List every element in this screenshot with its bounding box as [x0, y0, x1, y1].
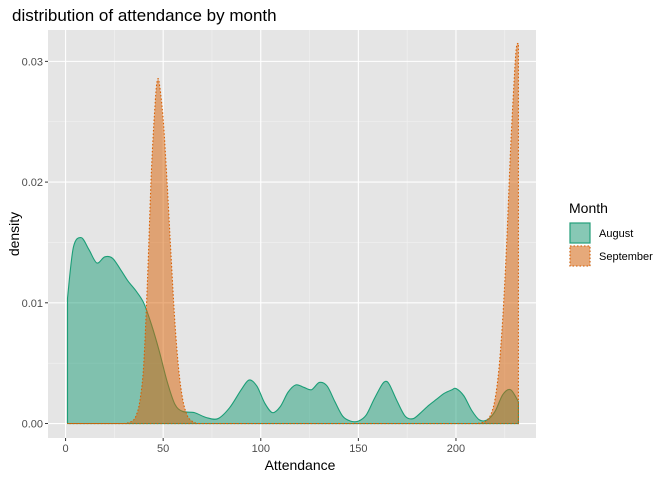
y-tick-label: 0.00: [22, 419, 43, 431]
august-legend-label: August: [599, 228, 633, 240]
series-layer: [66, 42, 519, 425]
x-tick-label: 50: [157, 443, 169, 455]
x-tick-label: 200: [447, 443, 465, 455]
legend-title: Month: [569, 200, 608, 216]
minor-grid: [48, 30, 536, 438]
y-tick-label: 0.03: [22, 56, 43, 68]
legend-items: August September: [569, 222, 653, 267]
legend: Month August September: [569, 200, 653, 267]
x-tick-label: 100: [252, 443, 270, 455]
chart-title: distribution of attendance by month: [12, 6, 277, 25]
x-tick-label: 0: [63, 443, 69, 455]
august-legend-swatch: [569, 222, 591, 244]
september-density-area: [67, 43, 519, 424]
y-axis-title: density: [6, 212, 22, 256]
x-tick-label: 150: [349, 443, 367, 455]
y-axis: 0.00 0.01 0.02 0.03: [22, 56, 48, 431]
september-legend-swatch: [569, 245, 591, 267]
y-tick-label: 0.02: [22, 177, 43, 189]
y-tick-label: 0.01: [22, 298, 43, 310]
august-density-area: [67, 237, 519, 424]
august-density-line: [66, 236, 519, 425]
x-axis-title: Attendance: [265, 457, 336, 473]
september-density-line: [66, 42, 519, 425]
x-axis: 0 50 100 150 200: [63, 438, 465, 455]
september-legend-label: September: [599, 251, 653, 263]
